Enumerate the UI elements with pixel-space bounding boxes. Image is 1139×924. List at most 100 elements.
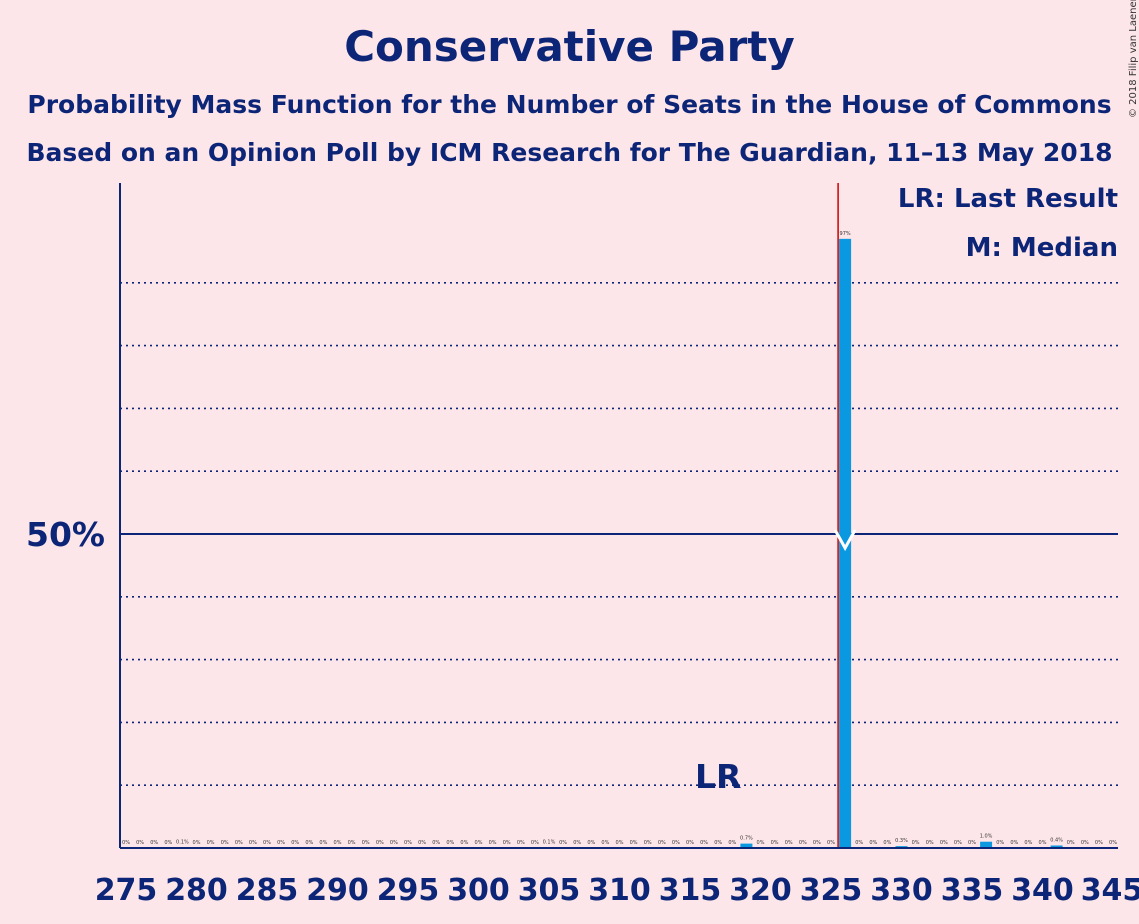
legend-median: M: Median	[965, 233, 1118, 263]
x-tick-label: 330	[870, 873, 933, 908]
bar-label: 0%	[658, 840, 666, 846]
bar-label: 0%	[348, 840, 356, 846]
gridlines	[120, 281, 1118, 787]
x-tick-label: 340	[1011, 873, 1074, 908]
x-tick-label: 295	[377, 873, 440, 908]
bar-label: 0%	[799, 840, 807, 846]
bar-label: 0%	[277, 840, 285, 846]
chart-subtitle: Probability Mass Function for the Number…	[27, 90, 1112, 119]
bar-label: 0%	[883, 840, 891, 846]
bar-label: 0%	[996, 840, 1004, 846]
bar-label: 0%	[1081, 840, 1089, 846]
bar-label: 0%	[714, 840, 722, 846]
bar-label: 0%	[390, 840, 398, 846]
bar-label: 0%	[587, 840, 595, 846]
bar	[740, 843, 753, 848]
bar-label: 0%	[954, 840, 962, 846]
x-tick-label: 290	[306, 873, 369, 908]
bar-label: 0%	[573, 840, 581, 846]
bar-label: 0%	[630, 840, 638, 846]
bar-label: 0%	[376, 840, 384, 846]
bar-label: 0%	[221, 840, 229, 846]
axes	[119, 183, 1118, 849]
bar-label: 0%	[785, 840, 793, 846]
bar-label: 0%	[869, 840, 877, 846]
bar-label: 0%	[1067, 840, 1075, 846]
bar-label: 0%	[334, 840, 342, 846]
bar-label: 0%	[122, 840, 130, 846]
bar-label: 97%	[840, 231, 851, 237]
bar-label: 0%	[263, 840, 271, 846]
bar-label: 0.4%	[1050, 837, 1063, 843]
legend-last-result: LR: Last Result	[897, 184, 1118, 214]
chart-title: Conservative Party	[344, 22, 795, 71]
bar-label: 0%	[489, 840, 497, 846]
bar-label: 0%	[136, 840, 144, 846]
x-tick-label: 310	[588, 873, 651, 908]
last-result-label: LR	[695, 757, 741, 796]
bar-label: 0.7%	[740, 836, 753, 842]
bar-label: 0%	[193, 840, 201, 846]
bar-label: 0%	[728, 840, 736, 846]
bar-label: 0%	[404, 840, 412, 846]
bar-labels: 0% 0% 0% 0% 0.1% 0% 0% 0% 0% 0% 0% 0% 0% 0% 0% 0% 0% 0% 0%…	[122, 231, 1117, 846]
bar-label: 0.3%	[895, 838, 908, 844]
bar-label: 0%	[912, 840, 920, 846]
x-tick-label: 325	[800, 873, 863, 908]
bar-label: 0%	[460, 840, 468, 846]
bar-label: 0%	[432, 840, 440, 846]
x-tick-label: 345	[1081, 873, 1139, 908]
bar-label: 0%	[700, 840, 708, 846]
bar-label: 0%	[531, 840, 539, 846]
bar-label: 0%	[1039, 840, 1047, 846]
bar-label: 0%	[968, 840, 976, 846]
bar-label: 0%	[757, 840, 765, 846]
bars	[176, 183, 1063, 849]
x-tick-label: 285	[236, 873, 299, 908]
bar-label: 0%	[418, 840, 426, 846]
bar-label: 0%	[1109, 840, 1117, 846]
bar-label: 0%	[1095, 840, 1103, 846]
bar-label: 0%	[559, 840, 567, 846]
bar-label: 0%	[855, 840, 863, 846]
bar-label: 0%	[827, 840, 835, 846]
chart-source: Based on an Opinion Poll by ICM Research…	[26, 138, 1113, 167]
bar	[1050, 845, 1063, 848]
x-tick-labels: 275 280 285 290 295 300 305 310 315 320 325 330 335 3…	[95, 873, 1139, 908]
bar	[839, 238, 852, 849]
bar-label: 0%	[362, 840, 370, 846]
x-tick-label: 335	[941, 873, 1004, 908]
x-tick-label: 315	[659, 873, 722, 908]
bar-label: 0%	[235, 840, 243, 846]
x-tick-label: 275	[95, 873, 158, 908]
bar-label: 0%	[319, 840, 327, 846]
bar-label: 0.1%	[543, 839, 556, 845]
bar-label: 0%	[305, 840, 313, 846]
x-tick-label: 305	[518, 873, 581, 908]
bar-label: 0.1%	[176, 839, 189, 845]
bar-label: 0%	[686, 840, 694, 846]
median-marker	[833, 529, 857, 552]
bar-label: 0%	[291, 840, 299, 846]
bar-label: 0%	[503, 840, 511, 846]
bar-label: 0%	[644, 840, 652, 846]
bar-label: 0%	[771, 840, 779, 846]
bar-label: 0%	[813, 840, 821, 846]
bar-label: 0%	[940, 840, 948, 846]
bar-label: 0%	[249, 840, 257, 846]
bar-label: 0%	[1024, 840, 1032, 846]
bar-label: 0%	[207, 840, 215, 846]
x-tick-label: 280	[165, 873, 228, 908]
bar-label: 0%	[672, 840, 680, 846]
bar-label: 0%	[616, 840, 624, 846]
y-tick-label-50: 50%	[26, 515, 105, 554]
x-tick-label: 300	[447, 873, 510, 908]
bar-label: 0%	[517, 840, 525, 846]
x-tick-label: 320	[729, 873, 792, 908]
bar-label: 0%	[926, 840, 934, 846]
bar-label: 0%	[446, 840, 454, 846]
bar-label: 0%	[475, 840, 483, 846]
bar-label: 1.0%	[980, 834, 993, 840]
bar	[980, 841, 993, 848]
